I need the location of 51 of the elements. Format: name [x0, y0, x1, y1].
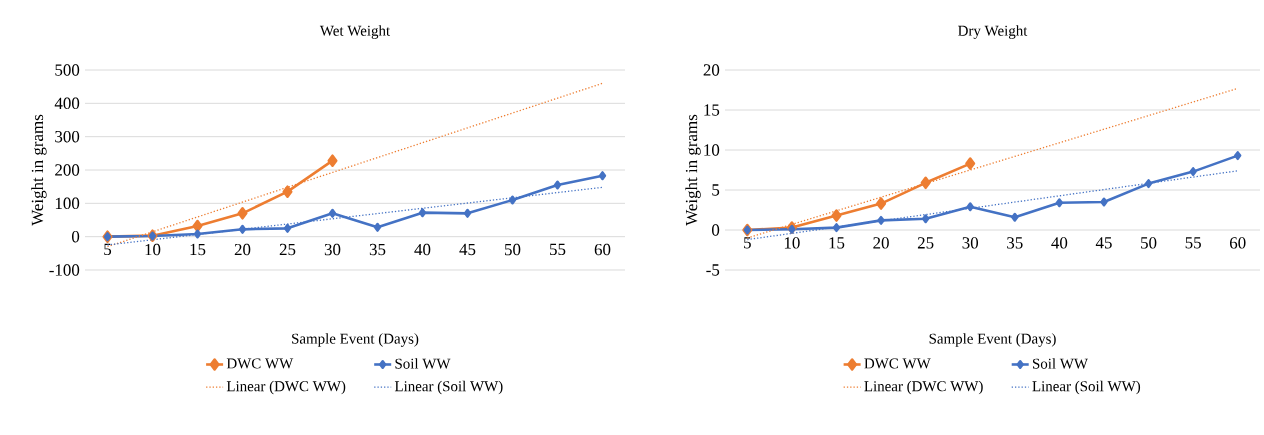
y-tick-label: 5	[712, 184, 720, 196]
y-tick-label: 10	[704, 144, 720, 156]
x-tick-label: 30	[962, 237, 979, 249]
x-tick-label: 55	[550, 243, 566, 256]
x-tick-label: 35	[1007, 237, 1023, 249]
x-tick-label: 50	[505, 243, 521, 256]
y-tick-label: 15	[704, 104, 720, 116]
x-tick-label: 30	[324, 243, 341, 256]
x-tick-label: 60	[594, 243, 611, 256]
y-tick-label: 0	[712, 224, 720, 236]
y-axis-title: Weight in grams	[31, 114, 47, 226]
x-tick-label: 40	[414, 243, 431, 256]
x-tick-label: 40	[1051, 237, 1068, 249]
x-tick-label: 25	[279, 243, 296, 256]
legend-label: Soil WW	[1032, 358, 1088, 369]
legend-label: Soil WW	[395, 358, 451, 369]
legend-label: Linear (DWC WW)	[864, 380, 983, 395]
x-tick-label: 5	[744, 237, 751, 249]
x-axis-title: Sample Event (Days)	[292, 333, 419, 347]
y-axis-title: Weight in grams	[685, 114, 701, 226]
chart-title: Dry Weight	[958, 25, 1028, 39]
y-tick-label: 500	[55, 64, 80, 76]
x-tick-label: 45	[1095, 237, 1112, 249]
legend-label: Linear (Soil WW)	[394, 380, 503, 395]
y-tick-label: 100	[55, 197, 80, 210]
x-tick-label: 55	[1185, 237, 1201, 249]
y-tick-label: 20	[703, 64, 720, 76]
x-axis-title: Sample Event (Days)	[929, 333, 1056, 347]
x-tick-label: 5	[104, 243, 112, 256]
y-tick-label: 300	[55, 130, 80, 143]
x-tick-label: 60	[1229, 237, 1246, 249]
x-tick-label: 50	[1141, 237, 1157, 249]
x-tick-label: 10	[145, 243, 161, 256]
y-tick-label: -5	[706, 264, 720, 276]
legend-label: DWC WW	[226, 358, 294, 369]
x-tick-label: 20	[873, 237, 889, 249]
legend-label: Linear (DWC WW)	[226, 380, 346, 395]
x-tick-label: 15	[829, 237, 845, 249]
x-tick-label: 15	[190, 243, 206, 256]
x-tick-label: 35	[369, 243, 386, 256]
y-tick-label: 200	[55, 164, 80, 176]
x-tick-label: 45	[459, 243, 476, 256]
y-tick-label: 0	[71, 230, 80, 243]
y-tick-label: 400	[54, 97, 80, 110]
x-tick-label: 20	[234, 243, 251, 256]
x-tick-label: 25	[917, 237, 934, 249]
legend-label: DWC WW	[864, 358, 931, 369]
chart-title: Wet Weight	[319, 25, 391, 39]
y-tick-label: -100	[49, 264, 80, 276]
x-tick-label: 10	[784, 237, 800, 249]
legend-label: Linear (Soil WW)	[1032, 380, 1141, 395]
